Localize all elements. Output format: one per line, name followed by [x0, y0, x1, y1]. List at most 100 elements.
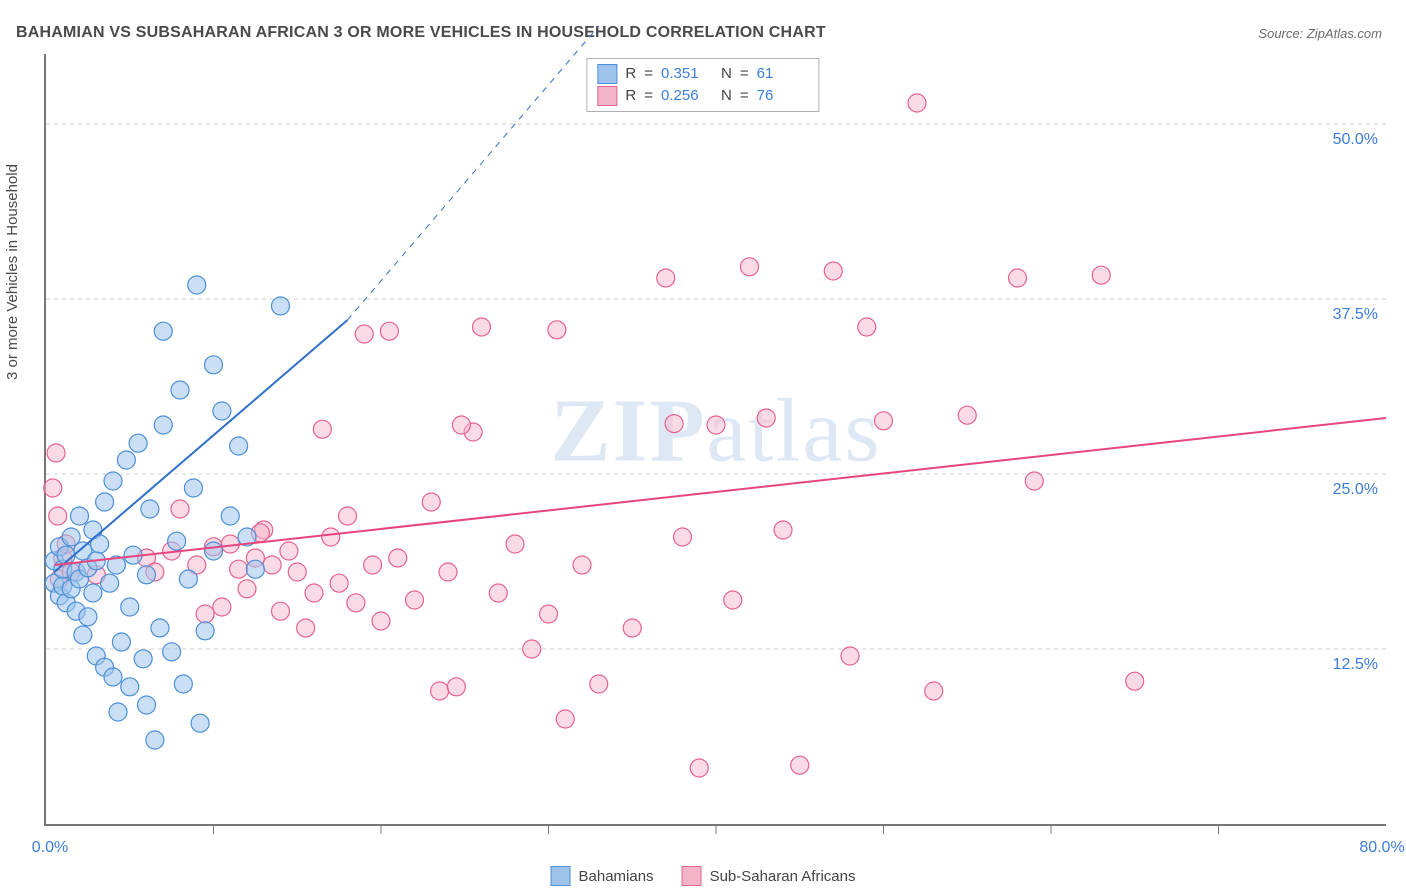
point-ssa	[757, 409, 775, 427]
point-ssa	[665, 415, 683, 433]
legend-item-ssa: Sub-Saharan Africans	[682, 866, 856, 886]
point-bahamians	[184, 479, 202, 497]
point-ssa	[44, 479, 62, 497]
y-tick-label: 12.5%	[1333, 656, 1378, 673]
chart-title: BAHAMIAN VS SUBSAHARAN AFRICAN 3 OR MORE…	[16, 24, 826, 42]
point-ssa	[908, 94, 926, 112]
point-ssa	[322, 528, 340, 546]
n-value-bahamians: 61	[757, 63, 809, 85]
point-ssa	[556, 710, 574, 728]
point-bahamians	[151, 619, 169, 637]
scatter-plot: ZIPatlas 12.5%25.0%37.5%50.0%0.0%80.0%	[44, 54, 1386, 826]
legend-label-ssa: Sub-Saharan Africans	[710, 868, 856, 885]
point-bahamians	[112, 633, 130, 651]
point-ssa	[1025, 472, 1043, 490]
point-ssa	[49, 507, 67, 525]
n-label: N	[721, 63, 732, 85]
x-max-label: 80.0%	[1359, 839, 1404, 856]
point-ssa	[506, 535, 524, 553]
point-bahamians	[121, 678, 139, 696]
point-bahamians	[104, 472, 122, 490]
point-bahamians	[221, 507, 239, 525]
y-tick-label: 37.5%	[1333, 306, 1378, 323]
point-ssa	[439, 563, 457, 581]
trend-dash-bahamians	[348, 26, 599, 320]
point-ssa	[272, 602, 290, 620]
eq-sign: =	[644, 85, 653, 107]
point-bahamians	[154, 322, 172, 340]
plot-svg: 12.5%25.0%37.5%50.0%0.0%80.0%	[46, 54, 1386, 824]
y-tick-label: 50.0%	[1333, 131, 1378, 148]
legend-label-bahamians: Bahamians	[579, 868, 654, 885]
r-label: R	[625, 85, 636, 107]
chart-source: Source: ZipAtlas.com	[1258, 26, 1382, 41]
point-bahamians	[121, 598, 139, 616]
point-bahamians	[213, 402, 231, 420]
point-bahamians	[171, 381, 189, 399]
y-axis-title: 3 or more Vehicles in Household	[4, 164, 21, 380]
swatch-ssa	[597, 86, 617, 106]
eq-sign: =	[644, 63, 653, 85]
n-value-ssa: 76	[757, 85, 809, 107]
point-ssa	[389, 549, 407, 567]
r-value-bahamians: 0.351	[661, 63, 713, 85]
point-ssa	[523, 640, 541, 658]
point-ssa	[791, 756, 809, 774]
point-ssa	[858, 318, 876, 336]
point-ssa	[452, 416, 470, 434]
source-value: ZipAtlas.com	[1307, 26, 1382, 41]
point-ssa	[355, 325, 373, 343]
point-bahamians	[196, 622, 214, 640]
n-label: N	[721, 85, 732, 107]
point-ssa	[288, 563, 306, 581]
point-bahamians	[104, 668, 122, 686]
point-ssa	[364, 556, 382, 574]
point-bahamians	[163, 643, 181, 661]
point-ssa	[741, 258, 759, 276]
stats-legend: R = 0.351 N = 61 R = 0.256 N = 76	[586, 58, 819, 112]
point-ssa	[280, 542, 298, 560]
x-min-label: 0.0%	[32, 839, 68, 856]
trend-ssa	[54, 418, 1386, 565]
point-ssa	[305, 584, 323, 602]
point-bahamians	[134, 650, 152, 668]
point-bahamians	[117, 451, 135, 469]
point-ssa	[958, 406, 976, 424]
point-bahamians	[246, 560, 264, 578]
r-label: R	[625, 63, 636, 85]
point-ssa	[925, 682, 943, 700]
point-ssa	[623, 619, 641, 637]
point-ssa	[263, 556, 281, 574]
point-ssa	[824, 262, 842, 280]
point-bahamians	[74, 626, 92, 644]
swatch-ssa	[682, 866, 702, 886]
point-bahamians	[188, 276, 206, 294]
point-ssa	[313, 420, 331, 438]
y-tick-label: 25.0%	[1333, 481, 1378, 498]
point-bahamians	[84, 584, 102, 602]
point-bahamians	[79, 608, 97, 626]
point-ssa	[213, 598, 231, 616]
point-ssa	[473, 318, 491, 336]
source-label: Source:	[1258, 26, 1303, 41]
trend-bahamians	[54, 320, 347, 572]
point-ssa	[380, 322, 398, 340]
point-ssa	[372, 612, 390, 630]
point-ssa	[431, 682, 449, 700]
chart-header: BAHAMIAN VS SUBSAHARAN AFRICAN 3 OR MORE…	[16, 24, 1382, 42]
r-value-ssa: 0.256	[661, 85, 713, 107]
point-bahamians	[101, 574, 119, 592]
point-bahamians	[138, 696, 156, 714]
point-ssa	[540, 605, 558, 623]
point-bahamians	[146, 731, 164, 749]
stats-row-bahamians: R = 0.351 N = 61	[597, 63, 808, 85]
point-bahamians	[129, 434, 147, 452]
point-bahamians	[179, 570, 197, 588]
swatch-bahamians	[597, 64, 617, 84]
point-ssa	[707, 416, 725, 434]
point-bahamians	[168, 532, 186, 550]
point-bahamians	[191, 714, 209, 732]
point-ssa	[447, 678, 465, 696]
point-ssa	[590, 675, 608, 693]
point-ssa	[657, 269, 675, 287]
